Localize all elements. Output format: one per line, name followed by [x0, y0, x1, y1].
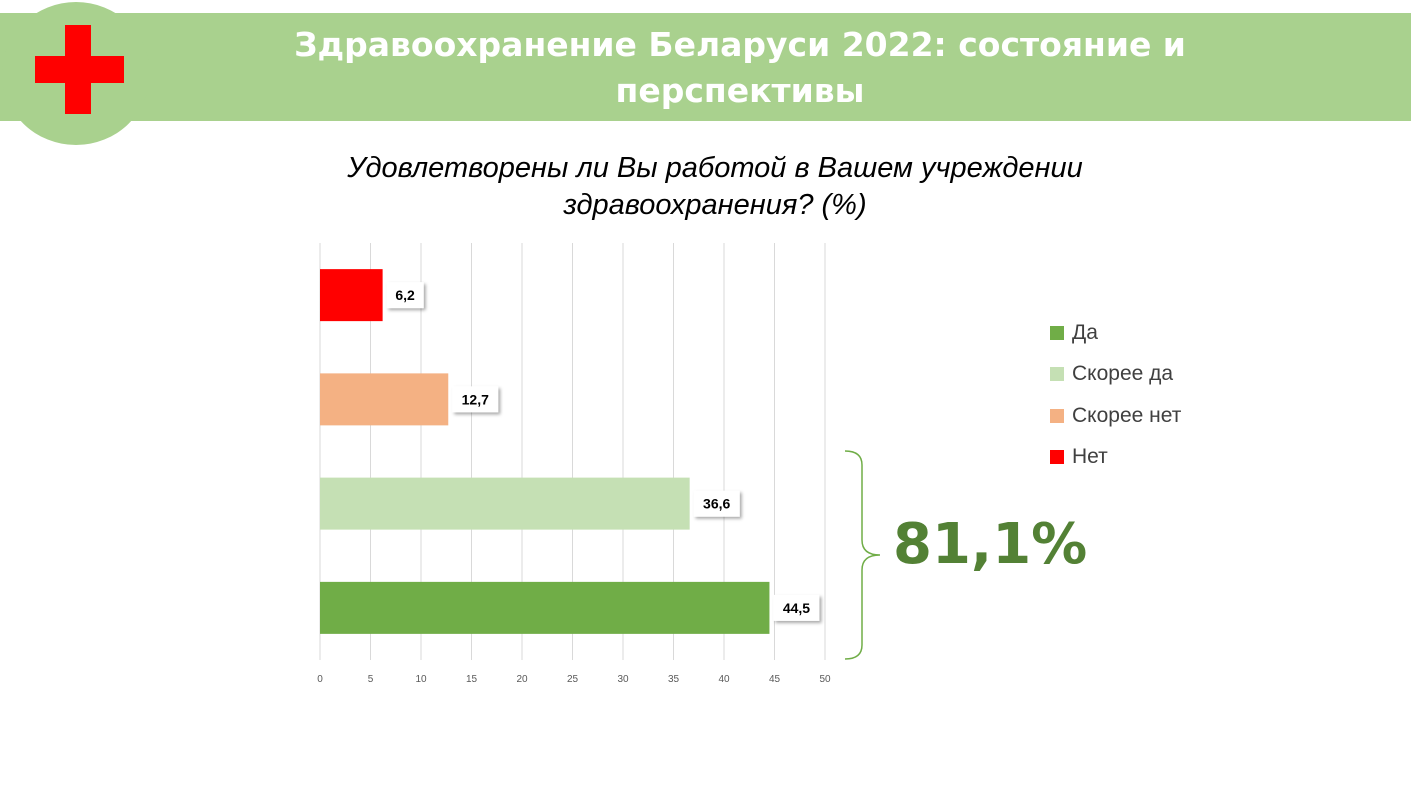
- bar: [320, 477, 690, 530]
- total-annotation: 81,1%: [893, 512, 1088, 577]
- x-tick-label: 15: [466, 674, 478, 685]
- legend-label: Да: [1072, 320, 1098, 344]
- x-tick-label: 35: [668, 674, 680, 685]
- data-label-box: [693, 490, 740, 517]
- x-tick-label: 50: [819, 674, 831, 685]
- data-label-box: [452, 386, 499, 413]
- page-title-line-1: Здравоохранение Беларуси 2022: состояние…: [294, 25, 1186, 110]
- x-tick-label: 40: [718, 674, 730, 685]
- legend-label: Нет: [1072, 445, 1108, 469]
- data-label-box: [773, 594, 820, 621]
- data-label-text: 44,5: [783, 600, 810, 616]
- total-brace: [844, 450, 881, 660]
- chart-bars: [320, 269, 770, 634]
- x-axis-ticks: 0 5 10 15 20 25 30 35 40 45 50: [317, 674, 831, 685]
- chart-title-line-1: Удовлетворены ли Вы работой в Вашем учре…: [347, 152, 1083, 184]
- legend-label: Скорее да: [1072, 362, 1174, 386]
- data-label-text: 36,6: [703, 496, 730, 512]
- legend-label: Скорее нет: [1072, 403, 1182, 427]
- legend-item: Скорее нет: [1050, 395, 1181, 437]
- data-label-text: 12,7: [462, 391, 489, 407]
- bar: [320, 373, 449, 426]
- x-tick-label: 30: [617, 674, 629, 685]
- chart-legend: Да Скорее да Скорее нет Нет: [1050, 312, 1181, 478]
- data-label: 12,7: [452, 386, 499, 413]
- x-tick-label: 20: [516, 674, 528, 685]
- data-label: 6,2: [386, 282, 424, 309]
- data-label: 44,5: [773, 594, 820, 621]
- legend-swatch: [1050, 450, 1064, 465]
- page-title-line-2: в оценках медицинских работников: [393, 117, 1087, 156]
- legend-item: Да: [1050, 312, 1181, 354]
- red-cross-icon-bar: [35, 56, 124, 83]
- legend-swatch: [1050, 325, 1064, 340]
- x-tick-label: 45: [769, 674, 781, 685]
- header-band: [0, 13, 1411, 121]
- x-tick-label: 0: [317, 674, 323, 685]
- data-label-box: [386, 282, 424, 309]
- legend-swatch: [1050, 367, 1064, 382]
- bar: [320, 581, 770, 634]
- x-tick-label: 5: [368, 674, 374, 685]
- data-label: 36,6: [693, 490, 740, 517]
- bar: [320, 269, 383, 322]
- x-tick-label: 25: [567, 674, 579, 685]
- x-tick-label: 10: [415, 674, 427, 685]
- page-title: Здравоохранение Беларуси 2022: состояние…: [170, 22, 1310, 160]
- data-labels: 6,2 12,7 36,6 44,5: [386, 282, 820, 621]
- chart-title: Удовлетворены ли Вы работой в Вашем учре…: [250, 150, 1180, 224]
- data-label-text: 6,2: [395, 287, 415, 303]
- logo-badge: [2, 2, 150, 145]
- chart-title-line-2: здравоохранения? (%): [563, 189, 867, 221]
- legend-swatch: [1050, 408, 1064, 423]
- legend-item: Скорее да: [1050, 354, 1181, 396]
- legend-item: Нет: [1050, 437, 1181, 479]
